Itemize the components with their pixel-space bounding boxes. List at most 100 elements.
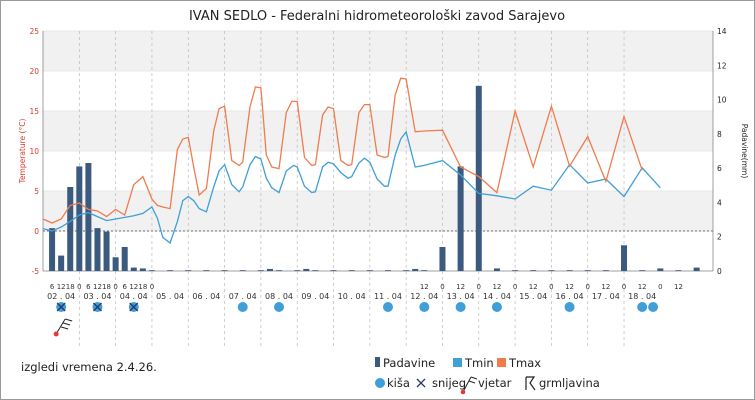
rain-dot-icon bbox=[375, 378, 385, 388]
legend-label-tmax: Tmax bbox=[508, 356, 541, 370]
precip-bar bbox=[58, 255, 65, 271]
snow-cross-icon bbox=[129, 302, 139, 312]
x-hour-label: 6 bbox=[122, 283, 127, 291]
precip-bar bbox=[439, 247, 446, 271]
precip-bar bbox=[67, 187, 74, 271]
precip-bar bbox=[457, 166, 464, 271]
x-day-label: 12 . 04 bbox=[410, 292, 438, 301]
x-day-label: 10 . 04 bbox=[338, 292, 366, 301]
temp-band-0 bbox=[43, 191, 713, 231]
x-hour-label: 18 bbox=[138, 283, 147, 291]
x-hour-label: 12 bbox=[93, 283, 102, 291]
precip-bar bbox=[548, 270, 555, 271]
x-day-label: 07 . 04 bbox=[229, 292, 257, 301]
x-hour-label: 0 bbox=[150, 283, 154, 291]
x-hour-label: 12 bbox=[638, 283, 647, 291]
legend-symbol-label: kiša bbox=[387, 376, 410, 390]
precip-bar bbox=[475, 85, 482, 271]
precip-bar bbox=[257, 270, 264, 271]
y-right-tick-label: 2 bbox=[717, 233, 722, 242]
tmax-line bbox=[42, 77, 643, 224]
wind-dot bbox=[53, 331, 59, 337]
precip-bar bbox=[49, 228, 56, 271]
legend-swatch-padavine bbox=[375, 357, 380, 367]
x-day-label: 16 . 04 bbox=[556, 292, 584, 301]
precip-bar bbox=[139, 268, 146, 271]
x-hour-label: 0 bbox=[622, 283, 626, 291]
precip-bar bbox=[639, 270, 646, 271]
precip-bar bbox=[85, 163, 92, 271]
precip-bar bbox=[266, 268, 273, 271]
legend-label-tmin: Tmin bbox=[464, 356, 494, 370]
precip-bar bbox=[185, 270, 192, 271]
wind-barb bbox=[65, 318, 73, 322]
precip-bar bbox=[512, 270, 519, 271]
wind-flag-icon bbox=[462, 376, 472, 393]
precip-bar bbox=[121, 247, 128, 271]
x-hour-label: 12 bbox=[492, 283, 501, 291]
x-day-label: 17 . 04 bbox=[592, 292, 620, 301]
precip-bar bbox=[130, 267, 137, 271]
x-hour-label: 12 bbox=[565, 283, 574, 291]
wind-barb bbox=[470, 376, 478, 380]
snow-cross-icon bbox=[416, 378, 426, 388]
x-day-label: 02 . 04 bbox=[47, 292, 75, 301]
y-right-tick-label: 0 bbox=[717, 267, 722, 276]
precip-bar bbox=[239, 270, 246, 271]
footer-note: izgledi vremena 2.4.26. bbox=[21, 360, 157, 374]
y-left-tick-label: 15 bbox=[29, 107, 39, 116]
x-hour-label: 0 bbox=[113, 283, 117, 291]
temp-band-1 bbox=[43, 111, 713, 151]
wind-barb bbox=[61, 326, 69, 330]
precip-bar bbox=[94, 228, 101, 271]
x-day-label: 08 . 04 bbox=[265, 292, 293, 301]
x-day-label: 05 . 04 bbox=[156, 292, 184, 301]
x-day-label: 18 . 04 bbox=[628, 292, 656, 301]
precip-bar bbox=[167, 270, 174, 271]
precip-bar bbox=[276, 270, 283, 271]
y-right-tick-label: 14 bbox=[717, 27, 727, 36]
x-hour-label: 12 bbox=[420, 283, 429, 291]
precip-bar bbox=[412, 268, 419, 271]
wind-barb bbox=[468, 380, 476, 384]
rain-dot-icon bbox=[637, 302, 648, 312]
x-hour-label: 0 bbox=[585, 283, 589, 291]
rain-dot-icon bbox=[419, 302, 430, 312]
y-right-tick-label: 10 bbox=[717, 96, 727, 105]
legend-label-padavine: Padavine bbox=[383, 356, 435, 370]
x-hour-label: 12 bbox=[674, 283, 683, 291]
rain-dot-icon bbox=[274, 302, 285, 312]
x-hour-label: 6 bbox=[86, 283, 91, 291]
precip-bar bbox=[103, 231, 110, 271]
x-hour-label: 6 bbox=[50, 283, 55, 291]
y-axis-left-label: Temperature (°C) bbox=[18, 119, 27, 185]
rain-dot-icon bbox=[648, 302, 659, 312]
legend-symbol-label: vjetar bbox=[478, 376, 512, 390]
rain-dot-icon bbox=[237, 302, 248, 312]
y-right-tick-label: 12 bbox=[717, 61, 727, 70]
x-hour-label: 12 bbox=[456, 283, 465, 291]
x-hour-label: 0 bbox=[513, 283, 517, 291]
precip-bar bbox=[348, 270, 355, 271]
legend-swatch-tmin bbox=[453, 358, 462, 367]
x-hour-label: 0 bbox=[77, 283, 81, 291]
x-day-label: 09 . 04 bbox=[301, 292, 329, 301]
x-hour-label: 12 bbox=[57, 283, 66, 291]
y-right-tick-label: 6 bbox=[717, 164, 722, 173]
precip-bar bbox=[330, 270, 337, 271]
x-day-label: 11 . 04 bbox=[374, 292, 402, 301]
precip-bar bbox=[621, 245, 628, 271]
precip-bar bbox=[403, 270, 410, 271]
rain-dot-icon bbox=[564, 302, 575, 312]
x-day-label: 15 . 04 bbox=[519, 292, 547, 301]
wind-dot bbox=[460, 389, 466, 395]
y-left-tick-label: 10 bbox=[29, 147, 39, 156]
precip-bar bbox=[221, 270, 228, 271]
precip-bar bbox=[584, 270, 591, 271]
x-hour-label: 0 bbox=[658, 283, 662, 291]
y-left-tick-label: 0 bbox=[34, 227, 39, 236]
legend-swatch-tmax bbox=[497, 358, 506, 367]
precip-bar bbox=[421, 270, 428, 271]
snow-cross-icon bbox=[92, 302, 102, 312]
